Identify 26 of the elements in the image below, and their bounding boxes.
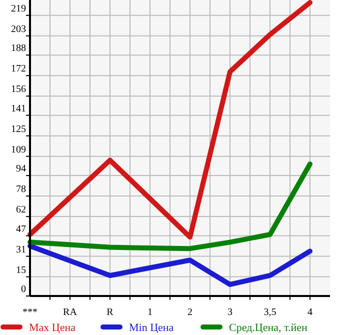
x-tick-label: 4 <box>308 307 312 318</box>
y-tick-label: 109 <box>11 144 26 156</box>
y-tick-label: 78 <box>16 184 26 196</box>
y-tick-label: 219 <box>11 3 26 14</box>
x-tick-label: 2 <box>188 307 192 318</box>
x-tick-label: *** <box>22 307 38 318</box>
y-tick-label: 125 <box>11 124 26 135</box>
x-tick-label: R <box>106 307 114 318</box>
x-tick-label: 1 <box>148 307 152 318</box>
y-tick-label: 0 <box>21 284 26 295</box>
x-tick-label: 3,5 <box>264 307 276 318</box>
y-tick-label: 188 <box>11 43 26 54</box>
y-tick-label: 47 <box>16 224 26 235</box>
y-tick-label: 156 <box>11 84 26 96</box>
legend-label: Max Цена <box>29 322 76 334</box>
x-tick-label: 3 <box>228 307 232 318</box>
y-tick-label: 203 <box>11 24 26 35</box>
x-tick-label: RA <box>63 307 78 318</box>
y-tick-label: 62 <box>16 204 26 216</box>
y-tick-label: 141 <box>11 103 26 114</box>
y-tick-label: 94 <box>16 164 26 175</box>
y-tick-label: 172 <box>11 64 26 75</box>
y-tick-label: 31 <box>16 244 26 256</box>
legend-label: Min Цена <box>129 322 174 334</box>
legend-label: Сред.Цена, т.йен <box>229 322 308 334</box>
y-tick-label: 15 <box>16 264 26 276</box>
